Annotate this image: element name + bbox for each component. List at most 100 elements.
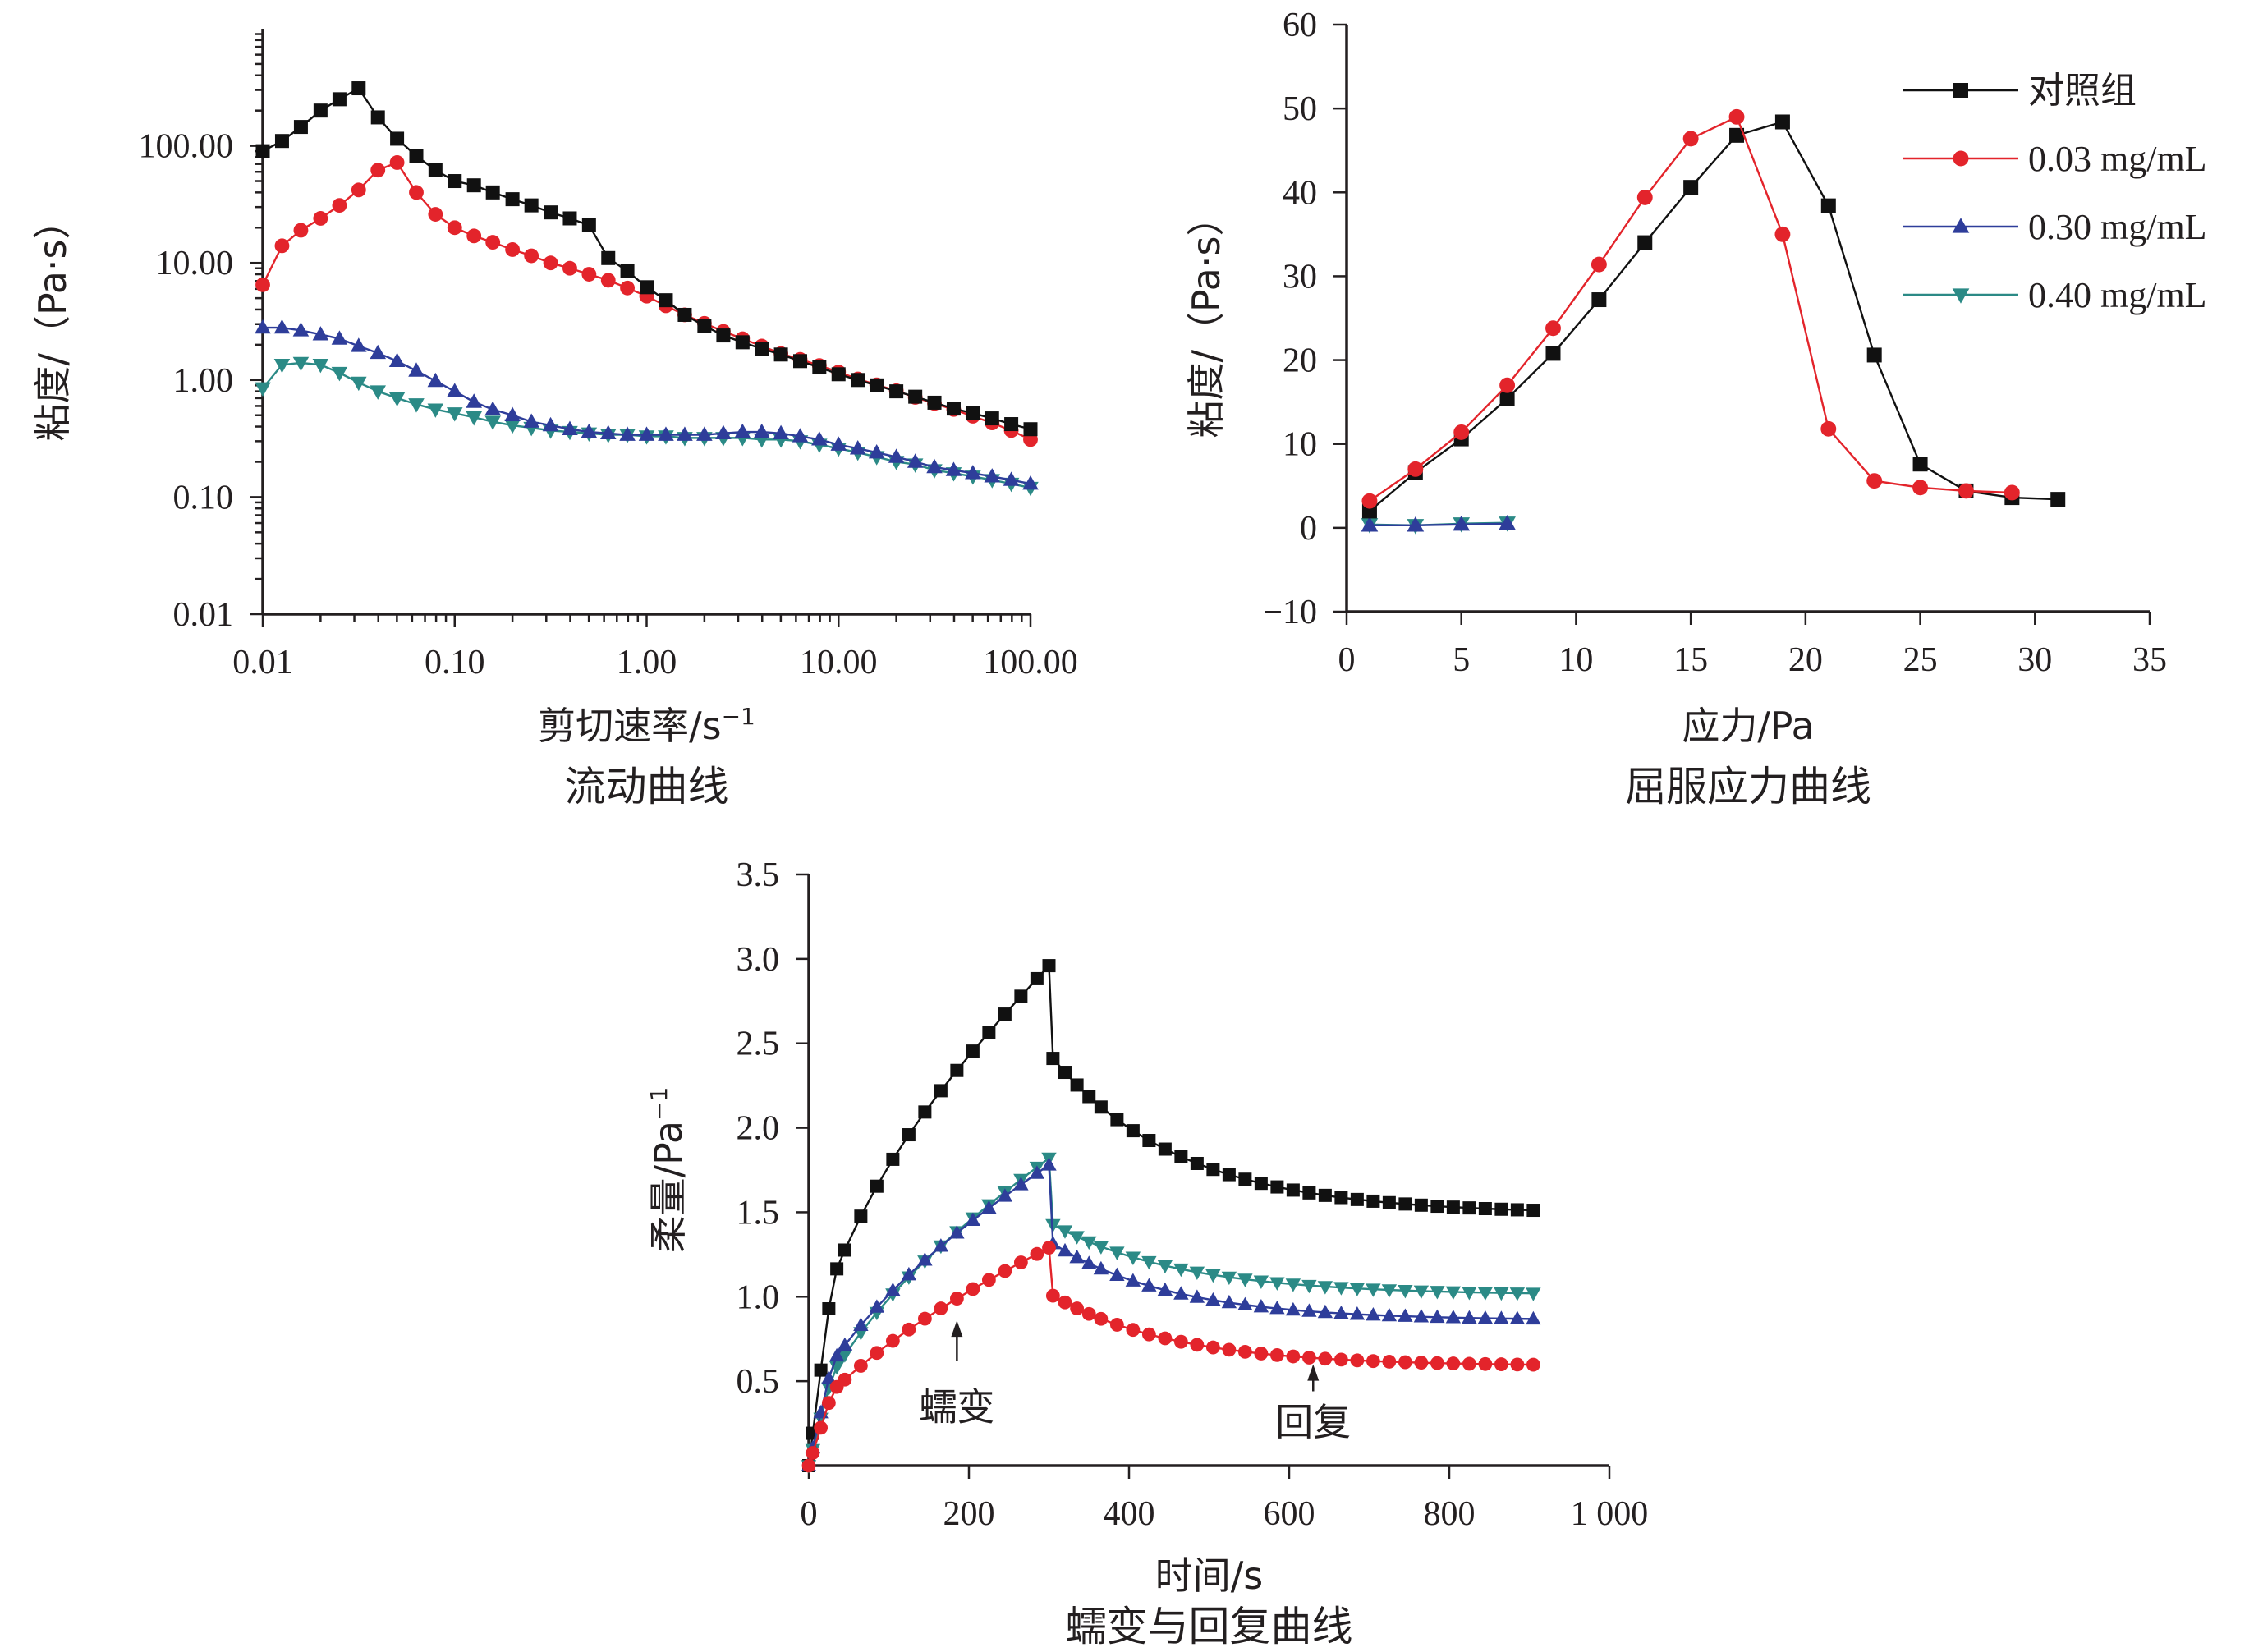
data-point [1636,189,1653,205]
data-point [1729,127,1745,143]
data-point [831,367,846,382]
data-point [801,1458,816,1473]
data-point [1269,1347,1284,1362]
data-point [408,362,425,377]
data-point [1526,1357,1540,1372]
data-point [821,1396,836,1411]
data-point [1301,1303,1317,1317]
data-point [1509,1310,1526,1324]
chart-caption: 流动曲线 [565,763,729,810]
data-point [1820,420,1837,437]
x-tick-label: 30 [2017,641,2052,679]
data-point [981,1200,997,1214]
data-point [448,174,462,189]
x-tick-label: 600 [1264,1495,1315,1533]
data-point [1013,1177,1029,1191]
data-point [1206,1163,1220,1177]
data-point [409,149,424,163]
data-point [1820,198,1836,213]
series-line [807,1246,1534,1466]
data-point [351,182,366,198]
data-point [949,1292,964,1306]
data-point [1591,292,1607,308]
data-point [885,1333,900,1348]
data-point [1205,1340,1220,1355]
data-point [659,293,673,308]
data-point [985,411,999,426]
chart-yield: 0 5 10 15 20 25 30 35 −10 0 10 20 30 40 50 60 对照组 0.03 mg… [1184,7,2207,810]
data-point [965,465,981,480]
data-point [1046,1052,1060,1066]
x-tick-label: 25 [1903,641,1938,679]
x-axis-title: 剪切速率/s−1 [538,703,755,748]
data-point [677,307,692,322]
data-point [351,81,366,96]
chart-caption: 屈服应力曲线 [1625,763,1871,810]
data-point [427,403,444,418]
data-point [926,458,943,474]
data-point [735,335,750,350]
legend-entry: 0.40 mg/mL [1903,275,2207,315]
data-point [1398,1355,1412,1370]
data-point [1013,1255,1028,1269]
x-tick-label: 1 000 [1571,1495,1649,1533]
data-point [1866,473,1883,489]
x-axis-title: 应力/Pa [1682,704,1814,748]
y-tick-label: 0.01 [173,596,234,634]
data-point [313,103,328,118]
data-point [1081,1255,1097,1269]
data-point [370,344,386,360]
data-point [1494,1287,1509,1301]
y-tick-label: 0.5 [737,1363,780,1401]
data-point [370,385,386,400]
data-point [562,211,577,226]
data-point [773,347,788,362]
data-point [293,223,309,238]
data-point [851,373,865,388]
data-point [446,407,463,422]
data-point [1003,471,1020,486]
data-point [1683,180,1699,195]
data-point [1318,1351,1333,1366]
data-point [821,1370,837,1384]
data-point [1109,1267,1125,1282]
data-point [1023,422,1038,437]
data-point [427,372,444,388]
data-point [1029,1165,1045,1179]
data-point [998,1264,1012,1278]
data-point [1453,515,1471,531]
y-tick-label: 30 [1283,258,1317,296]
data-point [484,415,501,430]
data-point [1173,1263,1189,1278]
y-axis-title: 粘度/（Pa·s） [30,202,75,442]
x-tick-label: 0 [801,1495,818,1533]
legend-label: 0.30 mg/mL [2028,207,2207,247]
data-point [1398,1284,1413,1299]
data-point [1477,1287,1494,1301]
data-point [1042,959,1056,973]
data-point [1414,1356,1429,1370]
data-point [1057,1225,1073,1239]
data-point [447,220,462,236]
data-point [1141,1255,1157,1270]
x-tick-label: 10.00 [800,644,878,681]
annotation-label: 回复 [1275,1400,1351,1444]
data-point [1004,417,1019,432]
data-point [1286,1183,1300,1197]
data-point [1545,346,1561,361]
data-point [1349,1306,1366,1320]
data-point [888,448,905,463]
annotation: 蠕变 [919,1320,994,1429]
data-point [620,264,635,278]
series-line [1369,522,1508,526]
data-point [1253,1298,1269,1313]
series-c030 [255,319,1039,490]
data-point [1430,1356,1444,1370]
data-point [849,440,866,455]
data-point [902,1128,916,1142]
data-point [1254,1347,1269,1361]
data-point [908,389,923,404]
legend-label: 对照组 [2028,71,2137,111]
data-point [1069,1249,1085,1264]
data-point [1350,1192,1364,1206]
